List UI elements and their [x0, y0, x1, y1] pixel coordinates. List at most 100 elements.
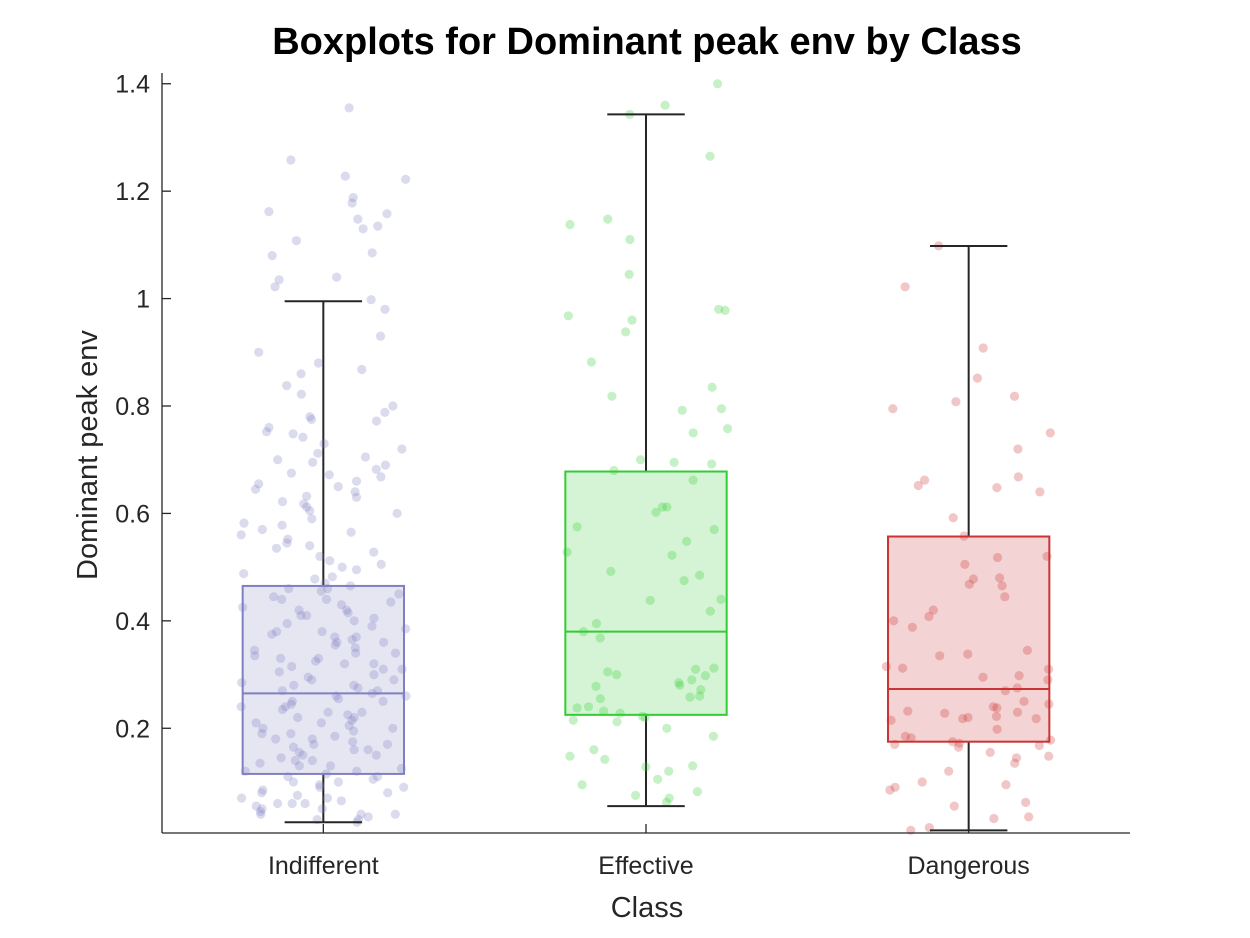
y-tick-label: 0.4: [115, 608, 150, 636]
data-point: [1000, 686, 1011, 696]
data-point: [615, 708, 625, 718]
data-point: [282, 618, 292, 629]
data-point: [1035, 487, 1045, 497]
data-point: [376, 559, 386, 570]
data-point: [661, 797, 672, 808]
data-point: [624, 269, 634, 279]
data-point: [708, 731, 719, 741]
data-point: [270, 282, 280, 292]
data-point: [679, 576, 689, 586]
data-point: [375, 331, 386, 341]
data-point: [251, 484, 261, 494]
data-point: [390, 648, 401, 658]
data-point: [349, 726, 359, 736]
data-point: [369, 659, 379, 669]
data-point: [276, 753, 286, 763]
data-point: [313, 448, 323, 458]
data-point: [380, 304, 390, 314]
data-point: [707, 382, 717, 392]
data-point: [296, 389, 306, 399]
data-point: [1043, 675, 1053, 685]
data-point: [645, 595, 655, 606]
data-point: [885, 785, 895, 795]
data-point: [913, 480, 923, 491]
data-point: [677, 405, 687, 415]
data-point: [1044, 751, 1054, 761]
data-point: [388, 401, 398, 411]
data-point: [287, 798, 297, 809]
data-point: [705, 606, 715, 616]
data-point: [382, 209, 392, 219]
data-point: [307, 675, 317, 685]
data-point: [1034, 740, 1044, 751]
data-point: [271, 734, 281, 744]
data-point: [707, 459, 717, 469]
data-point: [641, 762, 651, 772]
data-point: [609, 465, 619, 476]
data-point: [294, 747, 304, 758]
data-point: [340, 171, 350, 181]
data-point: [351, 565, 362, 575]
data-point: [705, 151, 715, 161]
data-point: [591, 681, 601, 692]
data-point: [993, 552, 1003, 563]
data-point: [333, 694, 344, 704]
data-point: [351, 648, 361, 658]
data-point: [599, 706, 609, 716]
data-point: [273, 455, 283, 465]
data-point: [313, 653, 324, 664]
data-point: [274, 667, 284, 677]
data-point: [989, 813, 999, 824]
data-point: [251, 801, 261, 811]
y-tick-label: 0.8: [115, 393, 150, 421]
data-point: [1013, 472, 1024, 482]
data-point: [333, 482, 343, 492]
data-point: [255, 806, 266, 817]
data-point: [282, 538, 292, 548]
data-point: [347, 635, 357, 645]
data-point: [888, 404, 898, 414]
data-point: [716, 404, 727, 414]
data-point: [964, 579, 974, 589]
data-point: [595, 633, 605, 643]
data-point: [1011, 753, 1022, 763]
data-point: [920, 475, 930, 485]
data-point: [960, 559, 970, 570]
data-point: [350, 643, 360, 653]
data-point: [691, 664, 701, 674]
box-group-indifferent: [236, 103, 411, 827]
data-point: [595, 694, 606, 704]
data-point: [380, 460, 390, 470]
data-point: [287, 696, 297, 707]
data-point: [332, 637, 342, 647]
y-tick-label: 0.6: [115, 500, 150, 528]
data-point: [257, 788, 267, 798]
x-tick-label: Dangerous: [908, 852, 1030, 880]
data-point: [347, 715, 357, 725]
data-point: [351, 492, 362, 502]
data-point: [349, 616, 359, 626]
data-point: [1014, 671, 1024, 681]
data-point: [682, 536, 692, 547]
data-point: [363, 812, 373, 822]
data-point: [302, 491, 312, 501]
data-point: [294, 761, 304, 771]
data-point: [316, 586, 326, 596]
data-point: [292, 790, 303, 801]
data-point: [327, 572, 337, 582]
data-point: [237, 793, 247, 803]
data-point: [992, 703, 1002, 713]
data-point: [692, 787, 703, 797]
data-point: [675, 680, 685, 690]
data-point: [286, 155, 296, 165]
data-point: [336, 796, 346, 806]
data-point: [997, 581, 1007, 591]
data-point: [296, 369, 306, 379]
data-point: [688, 475, 698, 485]
data-point: [951, 397, 961, 407]
data-point: [723, 424, 733, 434]
data-point: [269, 592, 279, 602]
data-point: [378, 696, 388, 707]
data-point: [940, 708, 950, 718]
